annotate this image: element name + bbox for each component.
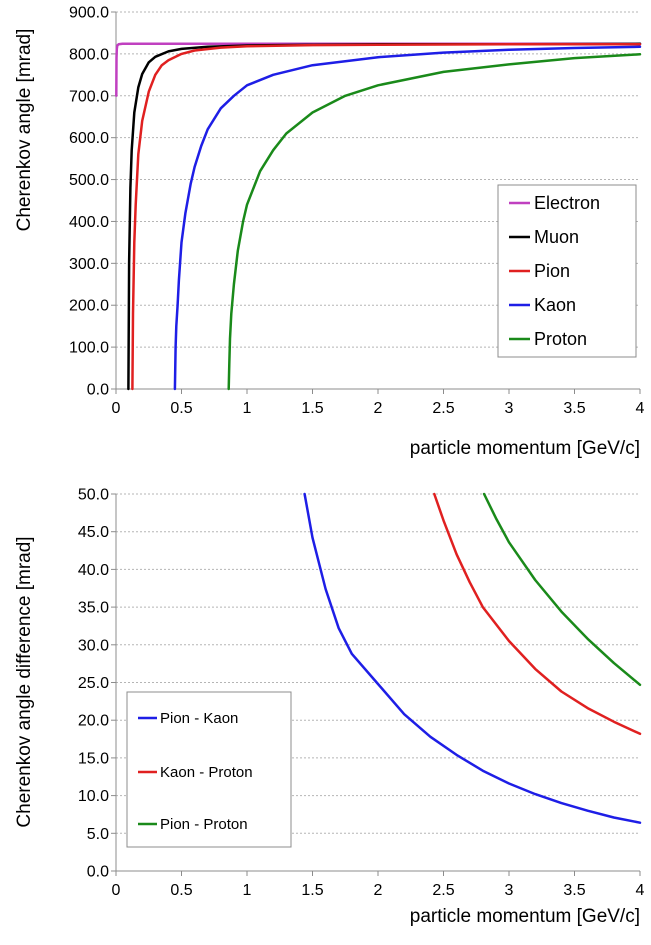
y-tick-label: 10.0 [78,788,109,805]
y-tick-label: 700.0 [69,88,109,105]
legend-label-pion-proton: Pion - Proton [160,816,248,833]
y-tick-label: 50.0 [78,487,109,504]
y-tick-label: 900.0 [69,5,109,22]
x-tick-label: 1.5 [301,882,323,899]
x-tick-label: 2.5 [432,882,454,899]
y-tick-label: 0.0 [87,382,109,399]
series-line-kaon [173,45,642,391]
y-tick-label: 25.0 [78,675,109,692]
plot-area: 0.0 5.0 10.0 15.0 20.0 25.0 30.0 35.0 40.0 45.0 50… [78,487,645,900]
legend: Electron Muon Pion Kaon Proton [497,184,637,358]
y-tick-label: 500.0 [69,172,109,189]
cherenkov-angle-chart: Cherenkov angle [mrad] particle momentum… [14,5,645,460]
plot-area: 0.0 100.0 200.0 300.0 400.0 500.0 600.0 700.0 80… [69,5,645,418]
y-tick-label: 100.0 [69,340,109,357]
x-tick-label: 4 [636,400,645,417]
x-tick-label: 2 [374,882,383,899]
y-axis-title: Cherenkov angle [mrad] [14,29,35,232]
legend: Pion - Kaon Kaon - Proton Pion - Proton [126,691,292,848]
y-tick-label: 35.0 [78,600,109,617]
x-axis-title: particle momentum [GeV/c] [410,438,640,459]
y-tick-label: 20.0 [78,713,109,730]
y-tick-label: 300.0 [69,256,109,273]
y-tick-label: 40.0 [78,562,109,579]
legend-label-kaon: Kaon [534,295,576,315]
legend-label-electron: Electron [534,193,600,213]
y-tick-label: 30.0 [78,637,109,654]
x-tick-label: 0.5 [170,882,192,899]
x-axis-title: particle momentum [GeV/c] [410,906,640,927]
y-tick-label: 45.0 [78,524,109,541]
legend-label-pion: Pion [534,261,570,281]
legend-label-kaon-proton: Kaon - Proton [160,764,253,781]
series-line-pion-proton [482,492,642,687]
y-tick-label: 200.0 [69,298,109,315]
x-tick-label: 3.5 [563,882,585,899]
x-tick-label: 3 [505,882,514,899]
x-tick-label: 1 [243,400,252,417]
legend-label-muon: Muon [534,227,579,247]
x-tick-label: 3.5 [563,400,585,417]
y-tick-label: 0.0 [87,864,109,881]
x-tick-label: 2 [374,400,383,417]
series-line-kaon-proton [433,492,642,736]
y-tick-label: 400.0 [69,214,109,231]
x-tick-label: 0.5 [170,400,192,417]
y-tick-label: 800.0 [69,46,109,63]
x-tick-label: 1.5 [301,400,323,417]
x-tick-label: 0 [112,400,121,417]
series-line-electron [115,42,642,98]
y-tick-label: 5.0 [87,826,109,843]
x-tick-label: 1 [243,882,252,899]
legend-label-proton: Proton [534,329,587,349]
x-tick-label: 4 [636,882,645,899]
y-tick-label: 600.0 [69,130,109,147]
series-line-pion [131,43,642,391]
y-tick-label: 15.0 [78,750,109,767]
legend-label-pion-kaon: Pion - Kaon [160,710,238,727]
x-tick-label: 3 [505,400,514,417]
y-axis-title: Cherenkov angle difference [mrad] [14,536,35,827]
x-tick-label: 2.5 [432,400,454,417]
series-line-pion-kaon [303,492,642,824]
cherenkov-angle-difference-chart: Cherenkov angle difference [mrad] partic… [14,487,645,928]
x-tick-label: 0 [112,882,121,899]
series-line-proton [227,53,642,391]
